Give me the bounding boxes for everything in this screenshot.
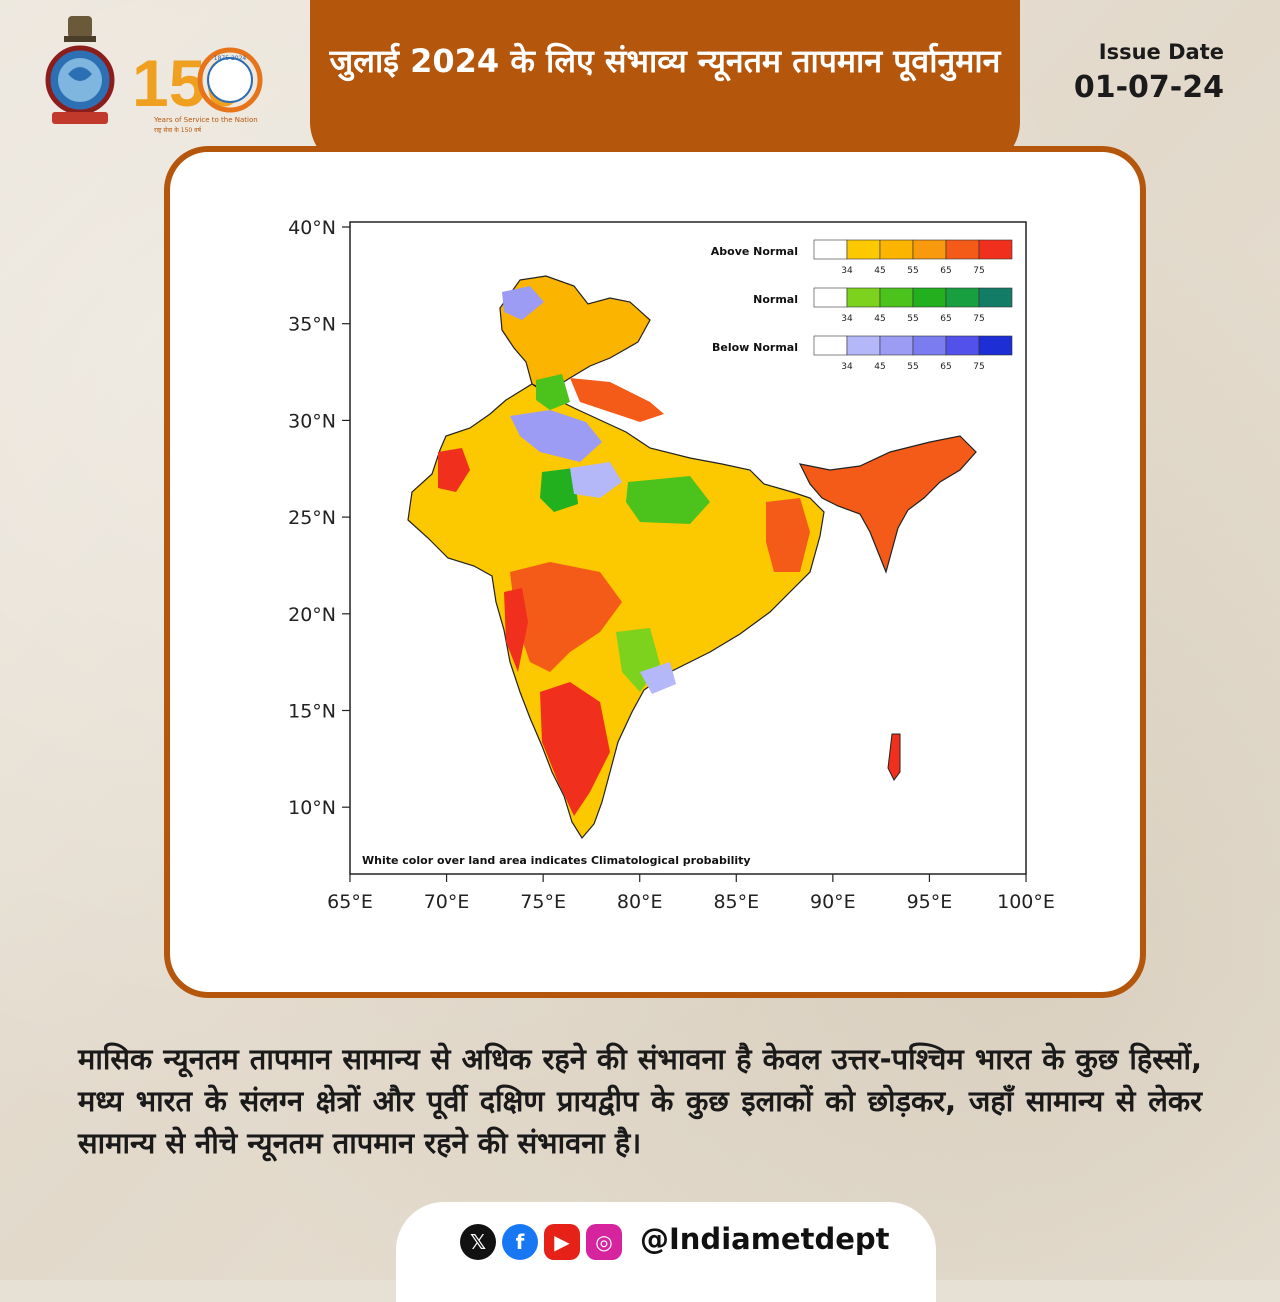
india-landmass	[407, 275, 977, 840]
lon-label: 90°E	[810, 891, 856, 913]
legend-swatch	[846, 287, 881, 308]
legend-swatch	[978, 287, 1013, 308]
region-andaman	[887, 733, 901, 781]
legend-swatch	[813, 239, 848, 260]
patch-normal-rajasthan	[540, 468, 578, 512]
imd-emblem-logo	[45, 16, 115, 124]
legend-swatch	[978, 335, 1013, 356]
patch-below-central	[570, 462, 622, 498]
title-banner: जुलाई 2024 के लिए संभाव्य न्यूनतम तापमान…	[310, 0, 1020, 170]
patch-below-east-coast	[640, 662, 676, 694]
map-note: White color over land area indicates Cli…	[362, 854, 751, 867]
issue-date-block: Issue Date 01-07-24	[1074, 40, 1224, 105]
patch-below-nw	[510, 410, 602, 462]
legend-tick: 55	[907, 362, 918, 372]
patch-above-coast	[504, 588, 528, 672]
legend-tick: 45	[874, 362, 885, 372]
map-card: 40°N 35°N 30°N 25°N 20°N 15°N 10°N 65°E 70°E 75°…	[164, 146, 1146, 998]
legend-swatch	[846, 239, 881, 260]
anniversary-150-logo: 150 1875 2024 Years of Service to the Na…	[132, 46, 263, 134]
patch-above-nw	[570, 378, 664, 422]
social-bar: 𝕏 f ▶ ◎ @Indiametdept	[396, 1202, 936, 1302]
region-northeast	[798, 435, 977, 574]
probability-patches	[438, 286, 810, 816]
lat-label: 30°N	[288, 410, 336, 432]
lat-label: 35°N	[288, 314, 336, 336]
lon-label: 85°E	[713, 891, 759, 913]
lon-label: 75°E	[520, 891, 566, 913]
patch-above-central	[510, 562, 622, 672]
patch-above-south	[540, 682, 610, 816]
patch-normal-north	[536, 374, 570, 410]
instagram-icon[interactable]: ◎	[586, 1224, 622, 1260]
legend-swatch	[945, 335, 980, 356]
map-card-inner: 40°N 35°N 30°N 25°N 20°N 15°N 10°N 65°E 70°E 75°…	[170, 152, 1140, 992]
legend-tick: 65	[940, 266, 951, 276]
lon-label: 65°E	[327, 891, 373, 913]
svg-text:राष्ट्र सेवा के 150 वर्ष: राष्ट्र सेवा के 150 वर्ष	[154, 126, 202, 134]
legend-category-label: Normal	[753, 293, 798, 306]
legend-tick: 55	[907, 266, 918, 276]
patch-above-east	[766, 498, 810, 572]
x-icon[interactable]: 𝕏	[460, 1224, 496, 1260]
issue-date-value: 01-07-24	[1073, 70, 1224, 105]
social-handle[interactable]: @Indiametdept	[640, 1222, 890, 1256]
legend: Above Normal 34 45 55 65 75 Normal 34 45 55 65 75 Be…	[711, 239, 1013, 372]
lat-label: 40°N	[288, 217, 336, 239]
legend-tick: 45	[874, 314, 885, 324]
legend-swatch	[912, 335, 947, 356]
legend-tick: 75	[973, 314, 984, 324]
legend-swatch	[945, 287, 980, 308]
legend-tick: 75	[973, 266, 984, 276]
legend-swatch	[945, 239, 980, 260]
lon-label: 70°E	[424, 891, 470, 913]
legend-tick: 65	[940, 314, 951, 324]
forecast-map: 40°N 35°N 30°N 25°N 20°N 15°N 10°N 65°E 70°E 75°…	[288, 217, 1055, 913]
legend-tick: 55	[907, 314, 918, 324]
legend-tick: 34	[841, 266, 853, 276]
svg-text:1875 2024: 1875 2024	[214, 55, 247, 62]
legend-tick: 45	[874, 266, 885, 276]
patch-above-west	[438, 448, 470, 492]
patch-below-kashmir	[502, 286, 544, 320]
legend-tick: 34	[841, 362, 853, 372]
forecast-description: मासिक न्यूनतम तापमान सामान्य से अधिक रहन…	[78, 1042, 1202, 1160]
legend-swatch	[912, 287, 947, 308]
lat-label: 10°N	[288, 797, 336, 819]
patch-normal-central	[626, 476, 710, 524]
legend-swatch	[879, 287, 914, 308]
legend-swatch	[813, 287, 848, 308]
legend-swatch	[912, 239, 947, 260]
legend-swatch	[846, 335, 881, 356]
lat-label: 15°N	[288, 701, 336, 723]
youtube-icon[interactable]: ▶	[544, 1224, 580, 1260]
svg-text:Years of Service to the Nation: Years of Service to the Nation	[153, 116, 258, 124]
lon-label: 80°E	[617, 891, 663, 913]
legend-tick: 34	[841, 314, 853, 324]
page-title: जुलाई 2024 के लिए संभाव्य न्यूनतम तापमान…	[329, 42, 1001, 80]
lat-label: 20°N	[288, 604, 336, 626]
legend-swatch	[978, 239, 1013, 260]
lat-label: 25°N	[288, 507, 336, 529]
lon-label: 95°E	[907, 891, 953, 913]
legend-swatch	[879, 335, 914, 356]
legend-swatch	[879, 239, 914, 260]
legend-tick: 75	[973, 362, 984, 372]
legend-swatch	[813, 335, 848, 356]
facebook-icon[interactable]: f	[502, 1224, 538, 1260]
legend-category-label: Above Normal	[711, 245, 798, 258]
issue-date-label: Issue Date	[1098, 40, 1224, 64]
region-mainland	[407, 383, 825, 840]
legend-tick: 65	[940, 362, 951, 372]
legend-category-label: Below Normal	[712, 341, 798, 354]
lon-label: 100°E	[997, 891, 1055, 913]
